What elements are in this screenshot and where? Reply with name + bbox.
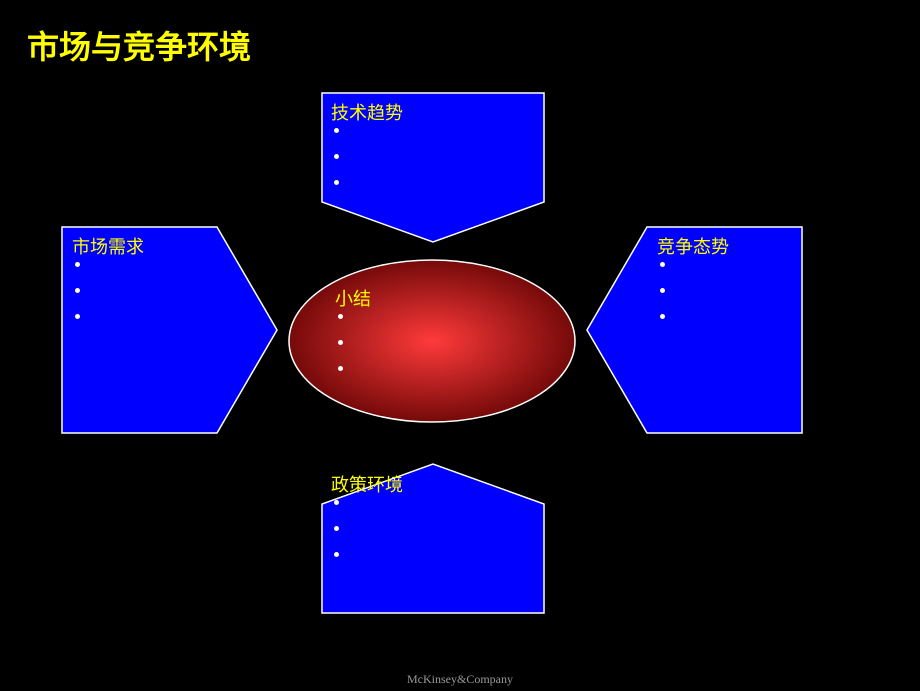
box-bottom-label: 政策环境 <box>331 471 403 497</box>
bullet-dot <box>338 340 343 345</box>
footer-brand: McKinsey&Company <box>0 672 920 687</box>
bullet-dot <box>334 128 339 133</box>
bullet-dot <box>334 154 339 159</box>
bullet-dot <box>75 262 80 267</box>
bullet-dot <box>338 366 343 371</box>
bullet-dot <box>334 500 339 505</box>
bullet-dot <box>660 314 665 319</box>
bullet-dot <box>75 288 80 293</box>
slide-title: 市场与竞争环境 <box>27 22 251 68</box>
box-left-label: 市场需求 <box>72 233 144 259</box>
bullet-dot <box>334 526 339 531</box>
center-label: 小结 <box>335 285 371 311</box>
bullet-dot <box>75 314 80 319</box>
bullet-dot <box>660 288 665 293</box>
center-ellipse <box>289 260 575 422</box>
box-top-label: 技术趋势 <box>331 99 403 125</box>
bullet-dot <box>334 180 339 185</box>
box-right-label: 竞争态势 <box>657 233 729 259</box>
bullet-dot <box>338 314 343 319</box>
bullet-dot <box>334 552 339 557</box>
bullet-dot <box>660 262 665 267</box>
